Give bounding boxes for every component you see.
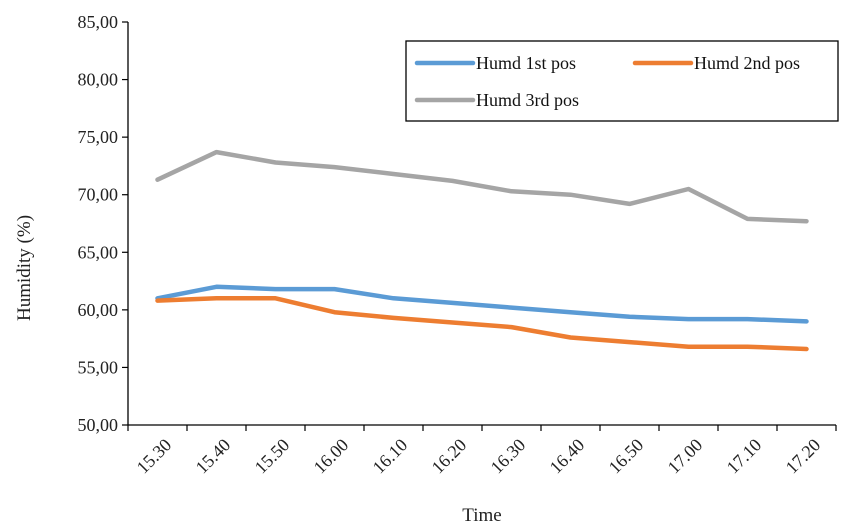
x-tick-label: 16.10 bbox=[369, 435, 412, 478]
y-tick-label: 65,00 bbox=[78, 242, 119, 262]
x-tick-label: 16.40 bbox=[546, 435, 589, 478]
y-tick-label: 70,00 bbox=[78, 185, 119, 205]
y-tick-label: 50,00 bbox=[78, 415, 119, 435]
x-tick-label: 16.50 bbox=[605, 435, 648, 478]
x-tick-label: 15.50 bbox=[251, 435, 294, 478]
legend-label: Humd 3rd pos bbox=[476, 90, 579, 110]
y-tick-label: 75,00 bbox=[78, 127, 119, 147]
x-tick-label: 16.00 bbox=[310, 435, 353, 478]
x-axis: 15.30 15.40 15.50 16.00 16.10 16.20 16.30 16.40… bbox=[127, 424, 837, 478]
series-line-1 bbox=[155, 284, 809, 324]
y-axis-title: Humidity (%) bbox=[14, 215, 35, 321]
y-tick-label: 80,00 bbox=[78, 70, 119, 90]
x-tick-label: 15.30 bbox=[133, 435, 176, 478]
x-tick-label: 16.30 bbox=[487, 435, 530, 478]
legend: Humd 1st pos Humd 2nd pos Humd 3rd pos bbox=[405, 40, 839, 122]
x-tick-label: 15.40 bbox=[192, 435, 235, 478]
x-tick-label: 17.00 bbox=[664, 435, 707, 478]
legend-box bbox=[405, 40, 839, 122]
y-tick-label: 85,00 bbox=[78, 12, 119, 32]
series-line-3 bbox=[155, 149, 809, 224]
series-layer bbox=[155, 149, 809, 352]
x-tick-label: 16.20 bbox=[428, 435, 471, 478]
x-axis-title: Time bbox=[462, 505, 501, 526]
y-tick-label: 55,00 bbox=[78, 357, 119, 377]
x-tick-label: 17.10 bbox=[723, 435, 766, 478]
legend-label: Humd 2nd pos bbox=[694, 53, 800, 73]
y-axis: 50,00 55,00 60,00 65,00 70,00 75,00 80,00 85,00 bbox=[78, 12, 129, 435]
series-line-2 bbox=[155, 296, 809, 352]
legend-label: Humd 1st pos bbox=[476, 53, 576, 73]
y-tick-label: 60,00 bbox=[78, 300, 119, 320]
x-tick-label: 17.20 bbox=[782, 435, 825, 478]
